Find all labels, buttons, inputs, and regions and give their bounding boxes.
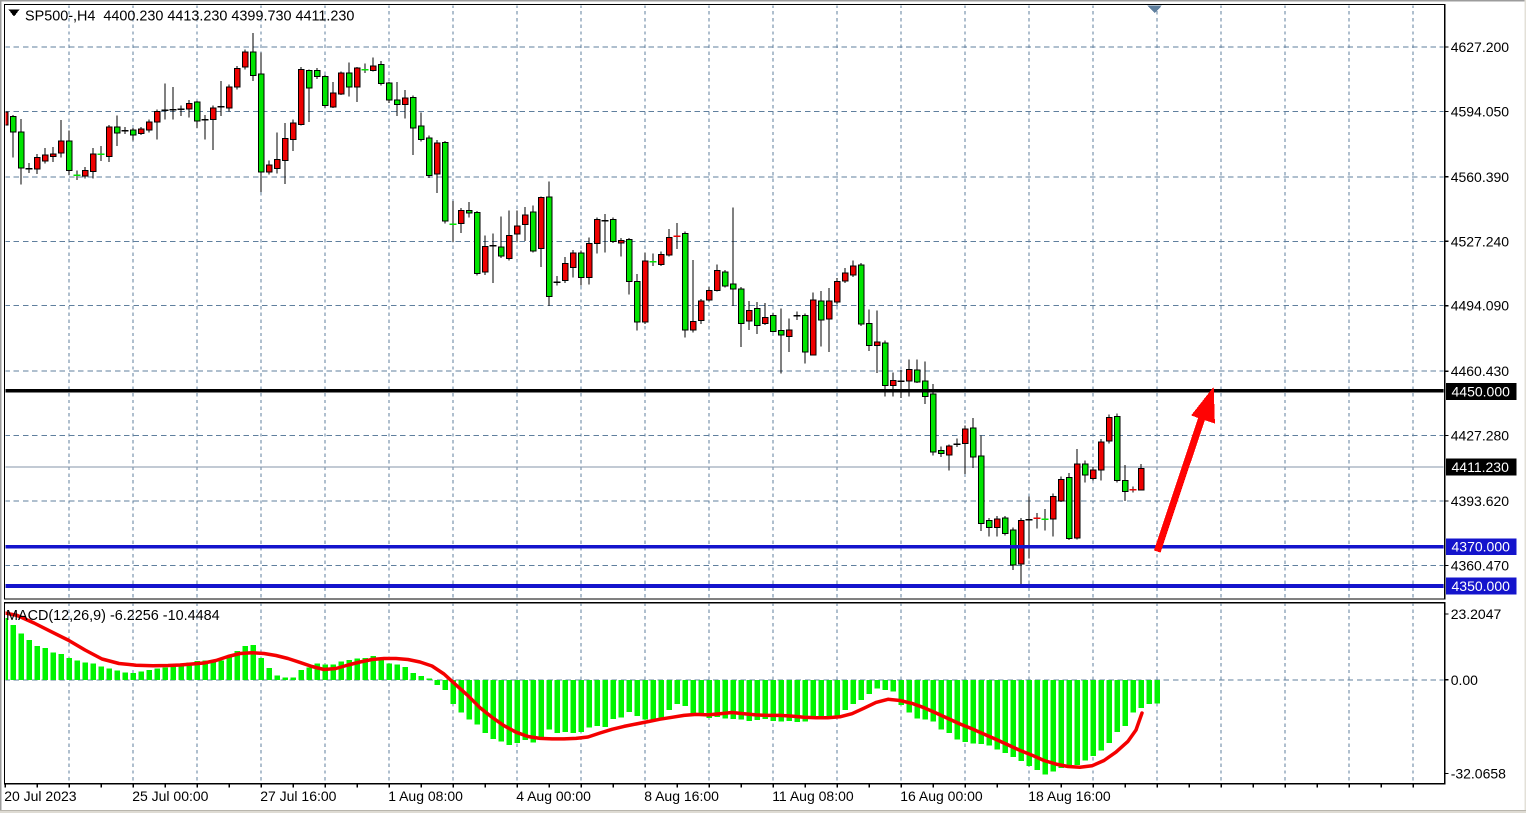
svg-text:4627.200: 4627.200 [1451,39,1510,55]
svg-text:4411.230: 4411.230 [1452,459,1510,475]
svg-text:1 Aug 08:00: 1 Aug 08:00 [388,788,463,804]
svg-text:SP500-,H4 4400.230 4413.230 4: SP500-,H4 4400.230 4413.230 4399.730 441… [25,9,354,25]
svg-text:4427.280: 4427.280 [1451,428,1510,444]
svg-text:4360.470: 4360.470 [1451,557,1510,573]
svg-text:4393.620: 4393.620 [1451,493,1510,509]
svg-text:4 Aug 00:00: 4 Aug 00:00 [516,788,591,804]
svg-text:4350.000: 4350.000 [1452,578,1511,594]
svg-text:23.2047: 23.2047 [1451,606,1502,622]
svg-text:4527.240: 4527.240 [1451,233,1510,249]
svg-text:27 Jul 16:00: 27 Jul 16:00 [260,788,336,804]
svg-text:25 Jul 00:00: 25 Jul 00:00 [132,788,208,804]
svg-text:-32.0658: -32.0658 [1451,765,1506,781]
svg-text:4450.000: 4450.000 [1452,383,1511,399]
svg-text:MACD(12,26,9) -6.2256 -10.4484: MACD(12,26,9) -6.2256 -10.4484 [6,608,220,624]
svg-text:4460.430: 4460.430 [1451,363,1510,379]
svg-text:4560.390: 4560.390 [1451,169,1510,185]
svg-text:16 Aug 00:00: 16 Aug 00:00 [900,788,983,804]
svg-text:0.00: 0.00 [1451,672,1478,688]
svg-text:4370.000: 4370.000 [1452,539,1511,555]
svg-text:20 Jul 2023: 20 Jul 2023 [4,788,77,804]
svg-text:11 Aug 08:00: 11 Aug 08:00 [772,788,854,804]
svg-text:18 Aug 16:00: 18 Aug 16:00 [1028,788,1111,804]
svg-text:4494.090: 4494.090 [1451,298,1510,314]
svg-text:4594.050: 4594.050 [1451,103,1510,119]
svg-text:8 Aug 16:00: 8 Aug 16:00 [644,788,719,804]
